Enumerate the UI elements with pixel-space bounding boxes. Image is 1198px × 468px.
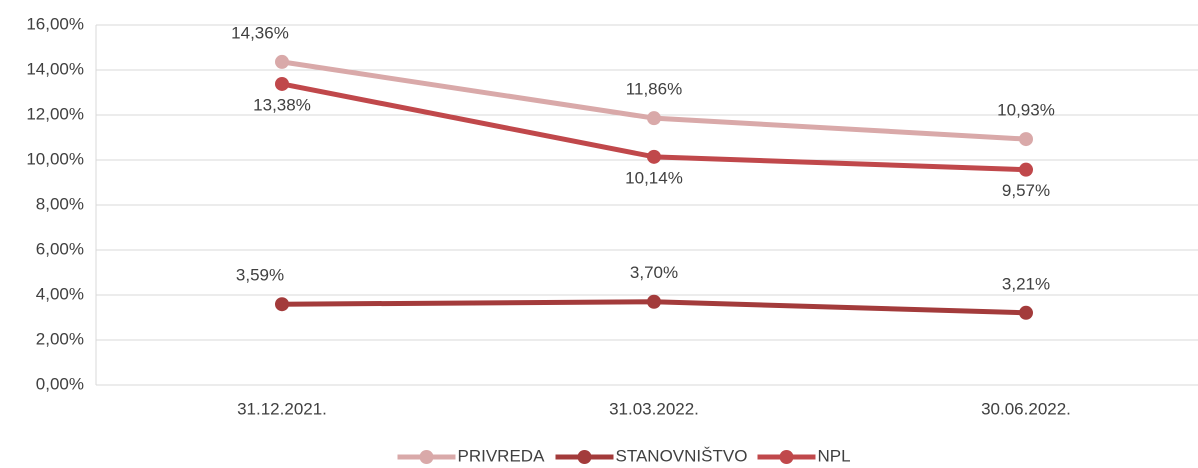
- series-point: [1019, 162, 1033, 177]
- data-label: 13,38%: [253, 95, 311, 114]
- y-tick-label: 14,00%: [26, 59, 84, 78]
- data-label: 3,21%: [1002, 274, 1050, 293]
- legend-marker: [779, 450, 794, 464]
- legend-label: PRIVREDA: [458, 446, 546, 465]
- legend-label: NPL: [818, 446, 851, 465]
- data-label: 3,70%: [630, 263, 678, 282]
- series-point: [275, 54, 289, 69]
- data-label: 11,86%: [626, 80, 682, 99]
- legend-label: STANOVNIŠTVO: [616, 446, 748, 465]
- y-tick-label: 12,00%: [26, 104, 84, 123]
- x-tick-label: 30.06.2022.: [981, 399, 1071, 418]
- x-tick-label: 31.03.2022.: [609, 399, 699, 418]
- y-tick-label: 6,00%: [36, 239, 84, 258]
- series-point: [647, 149, 661, 164]
- legend-marker: [419, 450, 434, 464]
- series-point: [647, 294, 661, 309]
- data-label: 9,57%: [1002, 181, 1050, 200]
- y-tick-label: 8,00%: [36, 194, 84, 213]
- data-label: 14,36%: [231, 23, 289, 42]
- y-tick-label: 2,00%: [36, 329, 84, 348]
- data-label: 3,59%: [236, 266, 284, 285]
- data-label: 10,93%: [997, 101, 1055, 120]
- x-tick-label: 31.12.2021.: [237, 399, 327, 418]
- y-tick-label: 10,00%: [26, 149, 84, 168]
- y-tick-label: 16,00%: [26, 14, 84, 33]
- series-point: [275, 297, 289, 312]
- data-label: 10,14%: [625, 168, 683, 187]
- y-tick-label: 4,00%: [36, 284, 84, 303]
- series-point: [647, 111, 661, 126]
- series-point: [1019, 305, 1033, 320]
- series-point: [1019, 132, 1033, 147]
- legend-marker: [577, 450, 592, 464]
- series-line: [281, 59, 1027, 142]
- y-tick-label: 0,00%: [36, 374, 84, 393]
- series-point: [275, 76, 289, 91]
